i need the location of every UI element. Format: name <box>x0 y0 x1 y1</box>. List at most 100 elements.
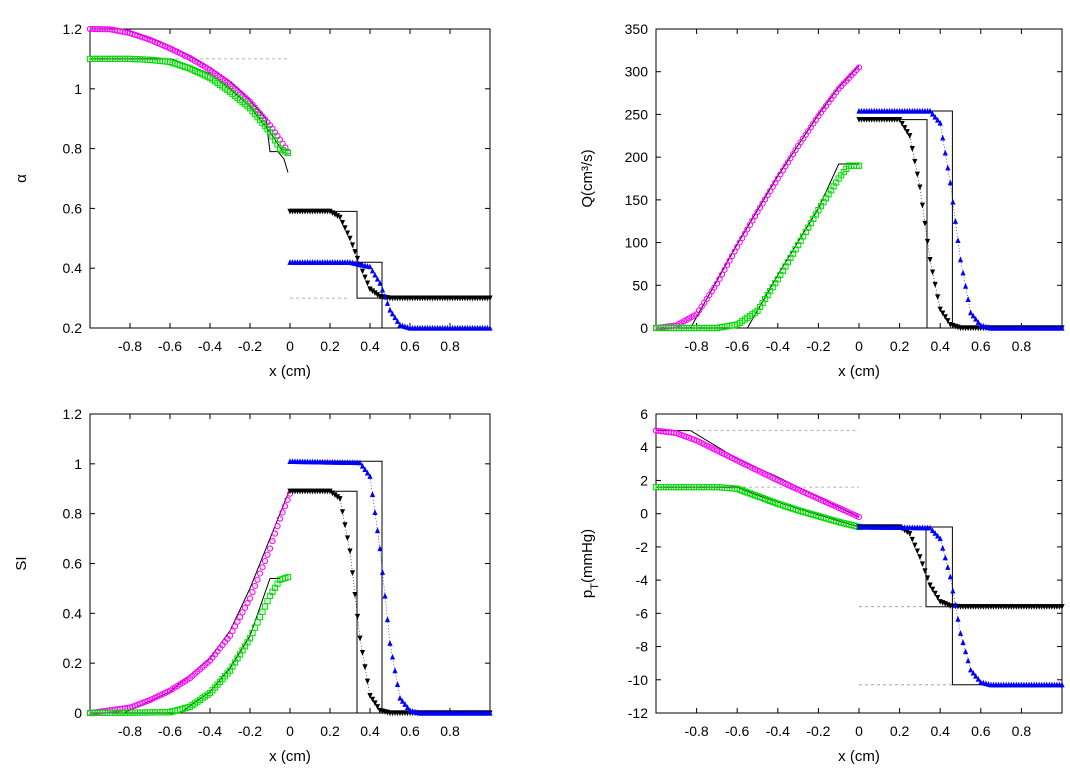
series-numerical-vessel-3-point <box>359 649 366 656</box>
series-exact-vessel-3 <box>859 119 1062 329</box>
x-tick-label: 0.2 <box>890 338 910 354</box>
series-numerical-vessel-4-point <box>932 530 938 536</box>
series-numerical-vessel-3-point <box>932 590 938 597</box>
series-numerical-vessel-4-point <box>1059 324 1065 331</box>
series-numerical-vessel-3-point <box>912 158 918 165</box>
series-numerical-vessel-4-point <box>935 116 941 123</box>
y-tick-label: 250 <box>625 106 649 122</box>
series-numerical-vessel-4-point <box>394 318 401 324</box>
series-numerical-vessel-4-point <box>970 312 976 319</box>
y-tick-label: 1 <box>74 456 82 472</box>
x-tick-label: 0.4 <box>360 338 380 354</box>
series-numerical-vessel-3-point <box>372 290 378 296</box>
series-numerical-vessel-4-point <box>960 639 966 646</box>
series-numerical-vessel-4-point <box>962 283 969 289</box>
series-numerical-vessel-4-point <box>369 267 376 274</box>
series-numerical-vessel-1-trace <box>90 28 289 152</box>
series-numerical-vessel-4 <box>287 458 493 716</box>
series-numerical-vessel-3-point <box>337 214 343 221</box>
series-numerical-vessel-3-point <box>902 125 908 131</box>
series-numerical-vessel-3-point <box>364 678 371 685</box>
series-numerical-vessel-4-point <box>932 113 938 120</box>
plot-frame <box>655 28 1063 329</box>
series-numerical-vessel-4-point <box>362 466 368 473</box>
series-numerical-vessel-4-point <box>952 218 959 224</box>
series-numerical-vessel-4-point <box>942 554 948 561</box>
x-tick-label: 0.6 <box>400 338 420 354</box>
series-exact-vessel-3 <box>859 526 1062 608</box>
x-tick-label: 0.4 <box>930 338 950 354</box>
series-numerical-vessel-4-point <box>372 271 378 278</box>
plot-frame <box>655 413 1063 714</box>
series-numerical-vessel-3-point <box>354 255 361 262</box>
series-numerical-vessel-1-point <box>281 503 289 510</box>
series-numerical-vessel-1-trace <box>89 493 291 714</box>
series-numerical-vessel-4-trace <box>290 261 490 329</box>
y-tick-label: -12 <box>628 705 648 721</box>
series-numerical-vessel-3-trace <box>290 211 490 299</box>
series-numerical-vessel-3-point <box>374 292 381 298</box>
series-numerical-vessel-4-point <box>359 462 366 469</box>
series-numerical-vessel-4-point <box>377 545 383 552</box>
series-numerical-vessel-4-point <box>384 616 391 623</box>
series-numerical-vessel-4-point <box>382 592 388 599</box>
x-tick-label: -0.2 <box>806 723 830 739</box>
series-numerical-vessel-4-point <box>947 573 953 580</box>
series-numerical-vessel-3-point <box>362 274 368 281</box>
series-numerical-vessel-1-point <box>264 551 271 558</box>
x-tick-label: 0.4 <box>360 723 380 739</box>
series-numerical-vessel-1-point <box>716 275 723 283</box>
series-numerical-vessel-3 <box>287 488 493 717</box>
series-numerical-vessel-3-point <box>924 575 931 582</box>
chart-pT: -12 -10 -8 -6 -4 -2 0 2 4 6 -0.8 -0.6 -0.4 -0.2 0 0.2 0.… <box>579 406 1065 765</box>
series-numerical-vessel-2-trace <box>90 58 289 154</box>
series-numerical-vessel-4-point <box>950 587 956 594</box>
series-numerical-vessel-3-point <box>909 146 915 152</box>
series-numerical-vessel-3-point <box>339 509 346 515</box>
series-numerical-vessel-4-point <box>389 653 396 660</box>
series-numerical-vessel-4-point <box>929 527 936 534</box>
series-numerical-vessel-1-point <box>234 618 241 625</box>
series-numerical-vessel-4-point <box>940 134 946 141</box>
series-numerical-vessel-1-point <box>274 523 281 530</box>
series-numerical-vessel-1-trace <box>655 67 860 329</box>
series-numerical-vessel-3-point <box>914 171 920 178</box>
chart-Q: 0 50 100 150 200 250 300 350 -0.8 -0.6 -0.4 -0.2 0 0.… <box>579 21 1065 380</box>
series-numerical-vessel-1-point <box>276 515 284 522</box>
series-numerical-vessel-4-point <box>957 630 964 636</box>
series-exact-vessel-4 <box>859 110 1062 329</box>
x-tick-label: -0.6 <box>725 338 749 354</box>
series-numerical-vessel-1-point <box>723 262 731 269</box>
series-exact-vessel-4 <box>290 460 490 714</box>
series-numerical-vessel-4-point <box>379 569 386 575</box>
series-numerical-vessel-4-point <box>947 179 953 186</box>
series-numerical-vessel-4-point <box>394 681 401 687</box>
series-numerical-vessel-1-point <box>241 604 249 611</box>
series-numerical-vessel-4-point <box>937 119 943 126</box>
series-numerical-vessel-4-point <box>364 469 371 476</box>
x-tick-label: 0 <box>855 338 863 354</box>
x-tick-label: 0.8 <box>440 338 460 354</box>
series-numerical-vessel-4-point <box>927 524 933 531</box>
series-numerical-vessel-4-trace <box>289 461 490 714</box>
series-numerical-vessel-3-point <box>327 488 333 495</box>
y-axis-label-unit: (mmHg) <box>579 529 596 583</box>
series-numerical-vessel-4-point <box>392 314 398 321</box>
series-numerical-vessel-1-point <box>271 530 279 537</box>
x-tick-label: -0.8 <box>118 338 142 354</box>
series-numerical-vessel-3-point <box>327 208 333 215</box>
y-tick-label: 0 <box>640 320 648 336</box>
series-numerical-vessel-3 <box>287 208 493 302</box>
x-tick-label: 0.8 <box>1012 338 1032 354</box>
series-numerical-vessel-4-point <box>968 666 974 673</box>
series-numerical-vessel-4-point <box>935 532 941 539</box>
x-axis-label: x (cm) <box>838 363 880 380</box>
series-numerical-vessel-3-point <box>362 664 368 671</box>
series-numerical-vessel-1-point <box>226 632 234 639</box>
series-numerical-vessel-4-point <box>945 564 951 570</box>
x-tick-label: -0.8 <box>118 723 142 739</box>
series-numerical-vessel-4-point <box>952 601 959 608</box>
series-numerical-vessel-4-point <box>973 672 979 679</box>
series-numerical-vessel-3-point <box>942 314 948 320</box>
